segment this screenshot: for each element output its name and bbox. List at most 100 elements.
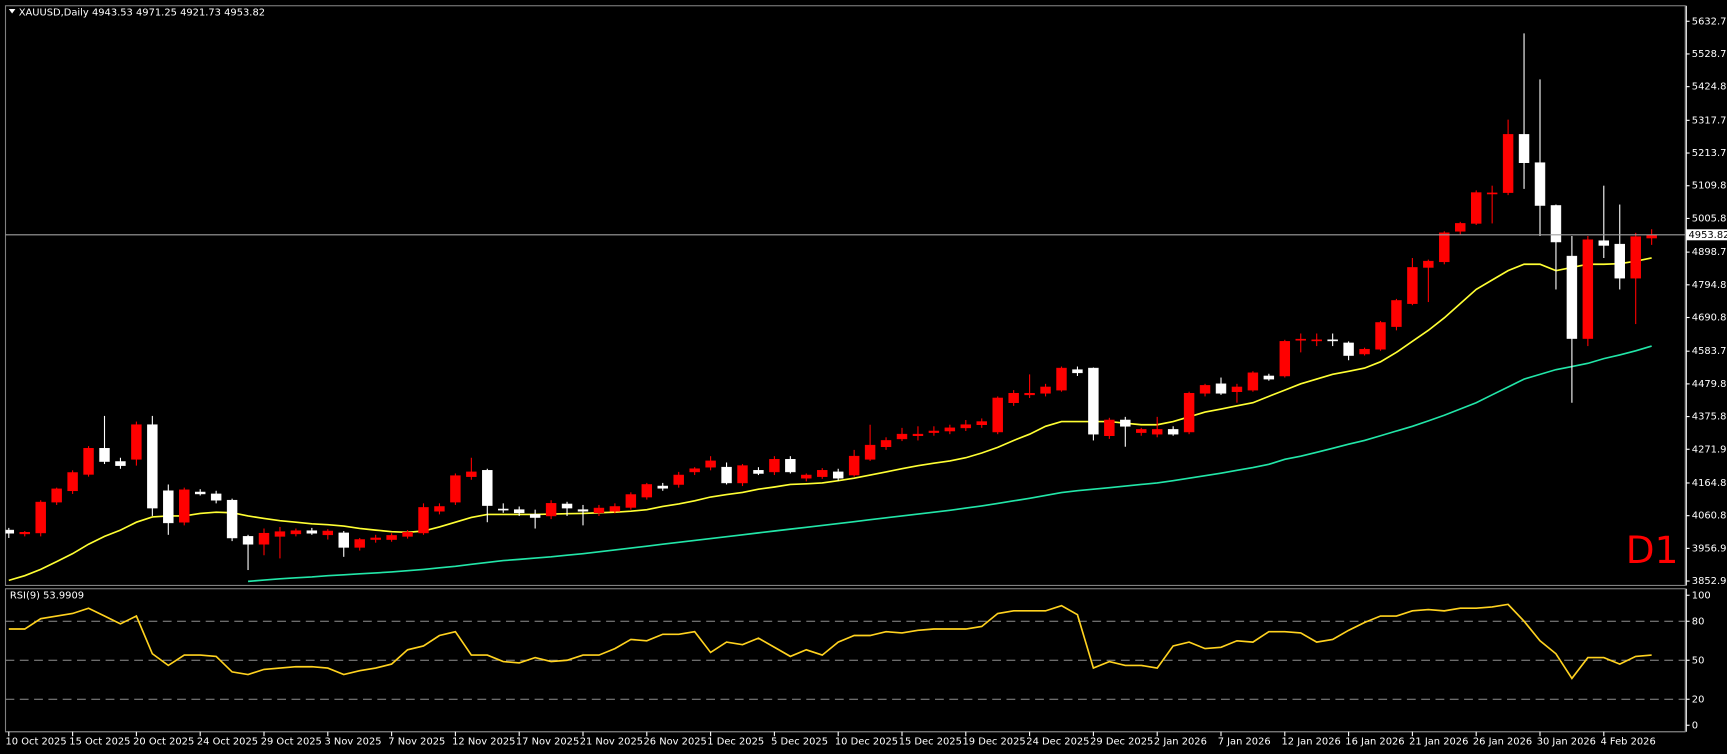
candle-body bbox=[1008, 392, 1019, 403]
y-tick-label: 4375.85 bbox=[1692, 412, 1727, 423]
candle-body bbox=[354, 539, 365, 548]
candle-body bbox=[737, 465, 748, 484]
candle-body bbox=[1630, 236, 1641, 279]
candle-body bbox=[609, 506, 621, 512]
y-tick-label: 4271.90 bbox=[1692, 444, 1727, 455]
chart-header: XAUUSD,Daily 4943.53 4971.25 4921.73 495… bbox=[19, 7, 265, 18]
menu-arrow[interactable] bbox=[8, 9, 16, 14]
candle-body bbox=[1582, 239, 1594, 339]
x-tick-label: 3 Nov 2025 bbox=[325, 737, 382, 748]
y-tick-label: 5528.75 bbox=[1692, 49, 1727, 60]
candle-body bbox=[944, 427, 956, 432]
candle-body bbox=[1391, 300, 1402, 327]
candle-body bbox=[1311, 339, 1322, 342]
x-tick-label: 4 Feb 2026 bbox=[1601, 737, 1656, 748]
candle-body bbox=[67, 472, 78, 492]
candle-body bbox=[1407, 267, 1418, 304]
y-tick-label: 5109.80 bbox=[1692, 181, 1727, 192]
y-tick-label: 100 bbox=[1692, 590, 1711, 601]
rsi-header: RSI(9) 53.9909 bbox=[10, 590, 84, 601]
y-tick-label: 4898.75 bbox=[1692, 247, 1727, 258]
candle-body bbox=[561, 503, 573, 509]
candle-body bbox=[322, 530, 334, 536]
candle-body bbox=[51, 488, 62, 503]
y-tick-label: 50 bbox=[1692, 655, 1705, 666]
candle-body bbox=[1104, 419, 1115, 437]
x-tick-label: 15 Dec 2025 bbox=[899, 737, 962, 748]
x-tick-label: 1 Dec 2025 bbox=[707, 737, 764, 748]
candle-body bbox=[418, 507, 429, 534]
candle-body bbox=[1614, 243, 1625, 279]
candle-body bbox=[1120, 419, 1131, 427]
ohlc-open: 4943.53 bbox=[92, 7, 133, 18]
x-tick-label: 20 Oct 2025 bbox=[133, 737, 194, 748]
x-tick-label: 2 Jan 2026 bbox=[1154, 737, 1207, 748]
candle-body bbox=[35, 501, 46, 534]
candle-body bbox=[1295, 338, 1306, 341]
candle-body bbox=[769, 459, 780, 473]
x-tick-label: 19 Dec 2025 bbox=[962, 737, 1025, 748]
y-tick-label: 3956.90 bbox=[1692, 543, 1727, 554]
ohlc-high: 4971.25 bbox=[136, 7, 177, 18]
candle-body bbox=[801, 474, 812, 479]
candle-body bbox=[1423, 260, 1434, 268]
candle-body bbox=[864, 444, 876, 460]
candle-body bbox=[5, 529, 15, 534]
candle-body bbox=[1024, 392, 1035, 396]
candle-body bbox=[928, 430, 940, 433]
candle-body bbox=[1199, 385, 1211, 394]
candle-body bbox=[1215, 383, 1227, 394]
candle-body bbox=[179, 489, 190, 523]
candle-body bbox=[1518, 134, 1530, 163]
candle-body bbox=[753, 470, 764, 474]
candle-body bbox=[306, 530, 318, 534]
candle-body bbox=[1598, 240, 1610, 246]
candle-body bbox=[338, 532, 349, 548]
x-tick-label: 16 Jan 2026 bbox=[1345, 737, 1404, 748]
candle-body bbox=[115, 461, 126, 466]
candle-body bbox=[99, 448, 110, 462]
x-tick-label: 7 Jan 2026 bbox=[1218, 737, 1271, 748]
timeframe-label: D1 bbox=[1626, 528, 1679, 572]
price-tag bbox=[1686, 229, 1727, 241]
x-tick-label: 21 Nov 2025 bbox=[580, 737, 643, 748]
candle-body bbox=[1151, 429, 1163, 435]
x-tick-label: 26 Jan 2026 bbox=[1473, 737, 1532, 748]
candle-body bbox=[1439, 232, 1450, 263]
candle-body bbox=[817, 470, 828, 477]
y-tick-label: 5317.70 bbox=[1692, 115, 1727, 126]
candle-body bbox=[434, 506, 445, 512]
y-tick-label: 4164.80 bbox=[1692, 478, 1727, 489]
candle-body bbox=[226, 499, 238, 539]
rsi-value: 53.9909 bbox=[43, 590, 84, 601]
candle-body bbox=[1056, 367, 1067, 391]
y-tick-label: 4479.80 bbox=[1692, 379, 1727, 390]
y-tick-label: 3852.95 bbox=[1692, 576, 1727, 587]
labels: 5632.70 5528.75 5424.80 5317.70 5213.75 5109.… bbox=[6, 5, 1727, 748]
x-tick-label: 21 Jan 2026 bbox=[1409, 737, 1468, 748]
candle-body bbox=[1247, 372, 1259, 391]
candle-body bbox=[163, 490, 174, 524]
y-tick-label: 20 bbox=[1692, 694, 1705, 705]
candle-body bbox=[258, 532, 270, 545]
x-tick-label: 5 Dec 2025 bbox=[771, 737, 828, 748]
candle-body bbox=[896, 433, 908, 440]
x-tick-label: 12 Nov 2025 bbox=[452, 737, 515, 748]
candle-body bbox=[1470, 192, 1482, 224]
ohlc-low: 4921.73 bbox=[180, 7, 221, 18]
candle-body bbox=[1566, 255, 1578, 339]
candle-body bbox=[1534, 162, 1546, 206]
candle-body bbox=[1088, 367, 1099, 435]
y-tick-label: 80 bbox=[1692, 616, 1705, 627]
candle-body bbox=[83, 448, 94, 475]
candle-body bbox=[848, 455, 860, 476]
candle-body bbox=[402, 532, 413, 537]
candle-body bbox=[386, 535, 397, 540]
candle-body bbox=[1279, 341, 1291, 377]
candle-body bbox=[1502, 134, 1514, 193]
candle-body bbox=[466, 471, 477, 477]
x-tick-label: 24 Oct 2025 bbox=[197, 737, 258, 748]
candle-body bbox=[545, 503, 557, 517]
candle-body bbox=[210, 493, 222, 501]
x-tick-label: 12 Jan 2026 bbox=[1282, 737, 1341, 748]
